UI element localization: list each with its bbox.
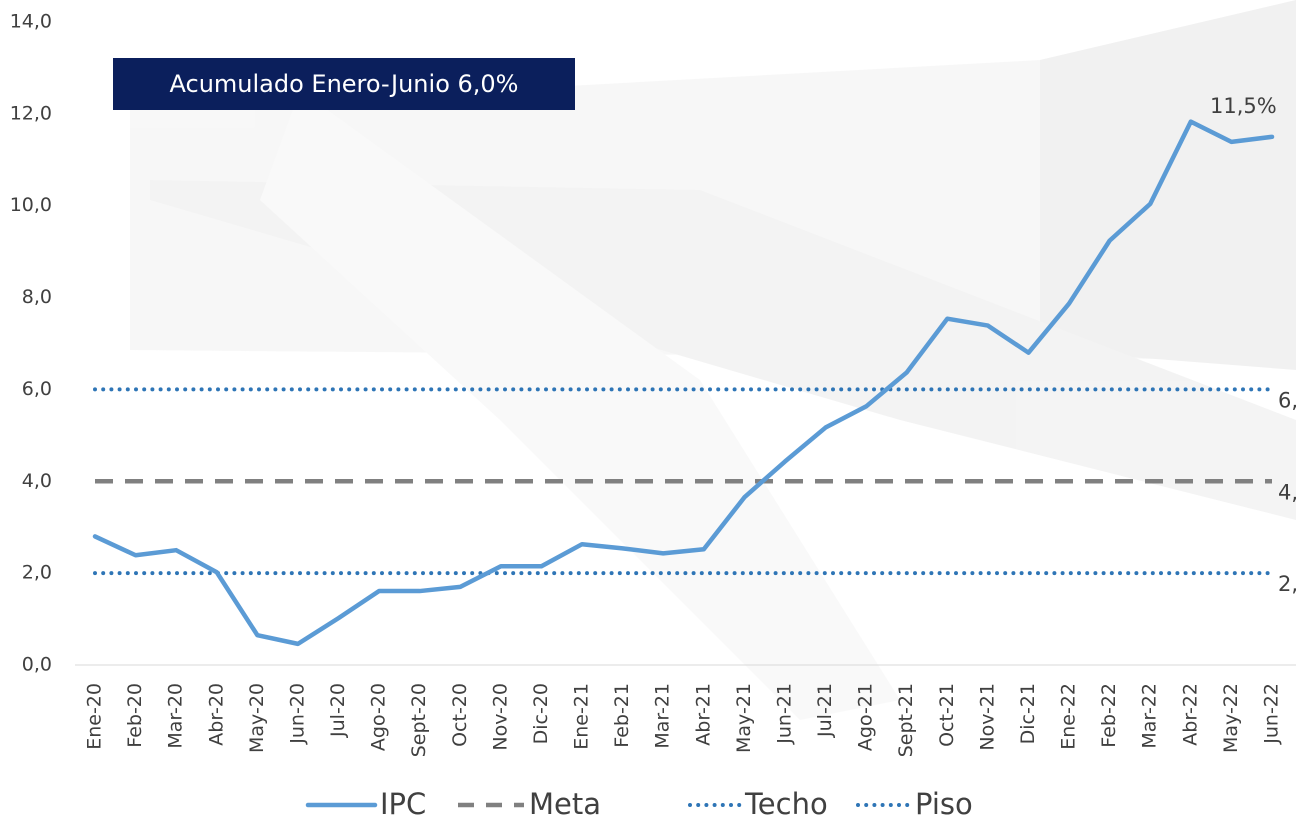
- annotation-box: [113, 58, 575, 110]
- x-tick-label: Jul-21: [814, 683, 836, 738]
- y-tick-label: 2,0: [22, 562, 52, 584]
- y-tick-label: 4,0: [22, 470, 52, 492]
- x-tick-label: Nov-20: [489, 683, 511, 751]
- x-tick-label: May-20: [246, 683, 268, 753]
- y-tick-label: 12,0: [10, 102, 52, 124]
- x-tick-label: May-22: [1220, 683, 1242, 753]
- y-tick-label: 14,0: [10, 11, 52, 33]
- y-tick-label: 8,0: [22, 286, 52, 308]
- legend-label: Piso: [915, 787, 973, 821]
- x-tick-label: Jun-21: [773, 683, 795, 745]
- background-image: [130, 0, 1296, 720]
- x-tick-label: Dic-20: [530, 683, 552, 744]
- data-label: 11,5%: [1210, 94, 1277, 118]
- x-tick-label: Ene-22: [1058, 683, 1080, 750]
- x-tick-label: Feb-21: [611, 683, 633, 748]
- y-tick-label: 10,0: [10, 194, 52, 216]
- x-tick-label: Feb-20: [124, 683, 146, 748]
- x-tick-label: Jun-22: [1261, 683, 1283, 745]
- x-tick-label: Jul-20: [327, 683, 349, 738]
- x-tick-label: Mar-20: [165, 683, 187, 749]
- data-label: 4,0%: [1278, 480, 1296, 504]
- legend-label: IPC: [380, 787, 426, 821]
- series-line: [92, 119, 1275, 647]
- x-tick-label: Mar-21: [652, 683, 674, 749]
- x-tick-label: Dic-21: [1017, 683, 1039, 744]
- x-tick-label: Abr-20: [205, 683, 227, 746]
- x-tick-label: Ene-21: [571, 683, 593, 750]
- legend-label: Techo: [744, 787, 828, 821]
- legend-label: Meta: [529, 787, 601, 821]
- x-tick-label: Ago-20: [368, 683, 390, 751]
- x-tick-label: Abr-21: [692, 683, 714, 746]
- x-tick-label: Ene-20: [84, 683, 106, 750]
- x-tick-label: Oct-21: [936, 683, 958, 747]
- x-tick-label: Abr-22: [1179, 683, 1201, 746]
- x-tick-label: Sept-20: [408, 683, 430, 757]
- data-label: 2,0%: [1278, 572, 1296, 596]
- x-tick-label: Mar-22: [1139, 683, 1161, 749]
- y-tick-label: 6,0: [22, 378, 52, 400]
- x-tick-label: Sept-21: [895, 683, 917, 757]
- data-label: 6,0%: [1278, 388, 1296, 412]
- x-tick-label: Oct-20: [449, 683, 471, 747]
- x-tick-label: Nov-21: [976, 683, 998, 751]
- annotation: Acumulado Enero-Junio 6,0%: [170, 70, 519, 98]
- x-tick-label: Jun-20: [286, 683, 308, 745]
- y-tick-label: 0,0: [22, 654, 52, 676]
- x-tick-label: Feb-22: [1098, 683, 1120, 748]
- x-tick-label: Ago-21: [855, 683, 877, 751]
- x-tick-label: May-21: [733, 683, 755, 753]
